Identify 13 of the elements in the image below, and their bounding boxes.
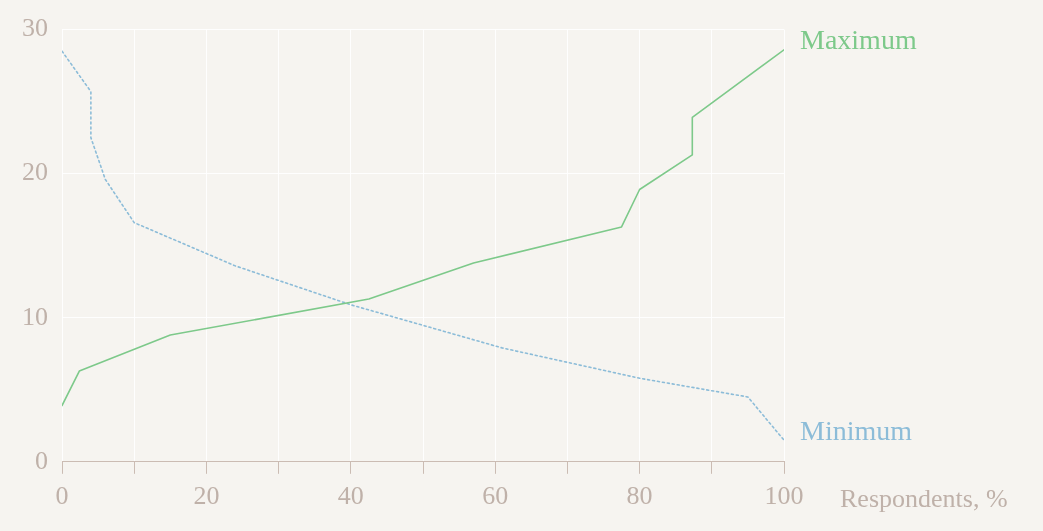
y-tick-label: 10 (22, 301, 48, 331)
y-tick-label: 30 (22, 13, 48, 43)
x-tick-label: 20 (193, 481, 220, 511)
x-tick-label: 80 (626, 481, 653, 511)
y-tick-label: 0 (35, 445, 48, 475)
series-label: Minimum (800, 414, 913, 446)
y-tick-label: 20 (22, 157, 48, 187)
x-axis-title: Respondents, % (840, 483, 1008, 513)
x-tick-label: 60 (482, 481, 509, 511)
series-label: Maximum (800, 24, 917, 56)
x-tick-label: 40 (337, 481, 364, 511)
x-tick-label: 100 (764, 481, 804, 511)
x-tick-label: 0 (55, 481, 69, 511)
